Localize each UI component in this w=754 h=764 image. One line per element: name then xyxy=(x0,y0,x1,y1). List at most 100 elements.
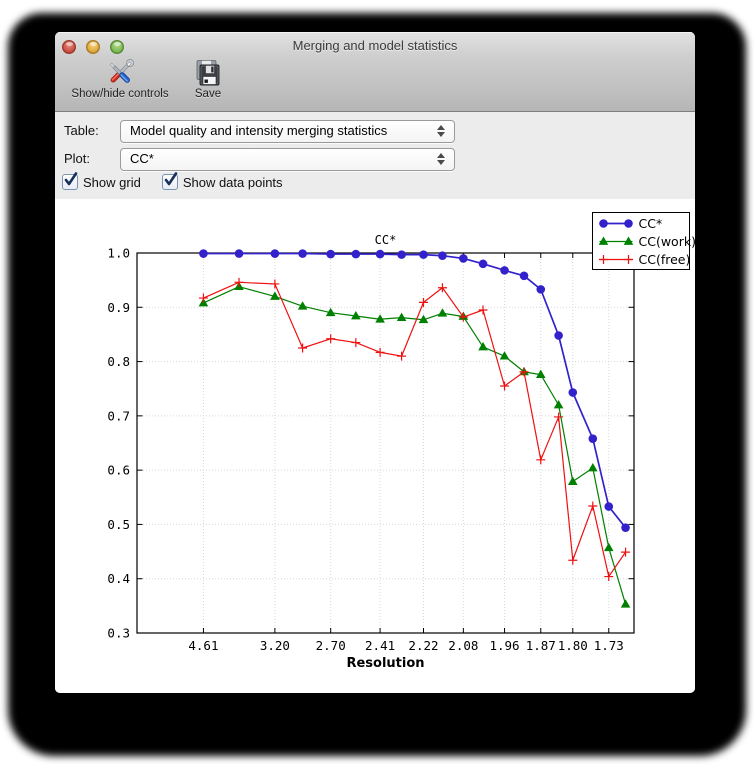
data-point-marker xyxy=(375,249,385,259)
data-point-marker xyxy=(568,555,578,565)
svg-text:2.70: 2.70 xyxy=(316,638,346,653)
table-select[interactable]: Model quality and intensity merging stat… xyxy=(120,120,455,143)
series-cc-free- xyxy=(198,277,631,582)
legend-entry-label: CC* xyxy=(639,216,663,231)
svg-text:4.61: 4.61 xyxy=(188,638,218,653)
show-data-points-checkbox-group: Show data points xyxy=(161,172,283,190)
stepper-arrows-icon xyxy=(437,152,446,166)
show-grid-checkbox[interactable] xyxy=(62,172,78,190)
svg-text:0.8: 0.8 xyxy=(107,354,130,369)
data-point-marker xyxy=(519,271,529,281)
data-point-marker xyxy=(599,255,608,264)
data-point-marker xyxy=(500,266,509,275)
data-point-marker xyxy=(270,291,280,300)
data-point-marker xyxy=(270,279,280,289)
toolbar: Show/hide controls Save xyxy=(65,57,233,102)
app-window: Merging and model statistics xyxy=(55,32,695,693)
data-point-marker xyxy=(554,412,564,422)
data-point-marker xyxy=(396,312,407,321)
chart-canvas: 4.61 3.20 2.70 2.41 2.22 2.08 1.96 1.87 1.80 1.73… xyxy=(107,212,695,671)
table-label: Table: xyxy=(64,123,99,138)
svg-text:2.08: 2.08 xyxy=(448,638,478,653)
data-point-marker xyxy=(234,249,244,258)
data-point-marker xyxy=(568,388,578,397)
data-point-marker xyxy=(375,347,385,357)
data-point-marker xyxy=(620,599,631,608)
data-point-marker xyxy=(588,462,598,472)
svg-text:2.41: 2.41 xyxy=(365,638,395,653)
data-point-marker xyxy=(603,542,614,552)
window-title: Merging and model statistics xyxy=(292,38,458,53)
data-point-marker xyxy=(298,343,308,353)
save-icon xyxy=(196,60,220,86)
table-select-value: Model quality and intensity merging stat… xyxy=(130,123,388,138)
data-point-marker xyxy=(478,259,488,269)
show-hide-controls-button[interactable]: Show/hide controls xyxy=(65,57,175,102)
legend-entry-label: CC(free) xyxy=(639,252,691,267)
show-grid-label: Show grid xyxy=(83,174,141,190)
data-point-marker xyxy=(351,338,361,348)
data-point-marker xyxy=(588,434,598,443)
data-point-marker xyxy=(598,236,609,245)
zoom-button[interactable] xyxy=(110,40,124,54)
svg-text:2.22: 2.22 xyxy=(408,638,438,653)
data-point-marker xyxy=(567,476,578,485)
x-axis-label: Resolution xyxy=(346,656,424,671)
data-point-marker xyxy=(397,250,406,259)
svg-text:1.87: 1.87 xyxy=(526,638,556,653)
data-point-marker xyxy=(397,351,407,361)
svg-text:0.3: 0.3 xyxy=(107,626,130,641)
svg-text:1.73: 1.73 xyxy=(594,638,624,653)
chart-title: CC* xyxy=(375,233,397,247)
svg-text:1.96: 1.96 xyxy=(489,638,519,653)
plot-frame xyxy=(136,252,635,634)
minimize-button[interactable] xyxy=(86,40,100,54)
data-point-marker xyxy=(199,249,208,258)
data-point-marker xyxy=(437,308,448,317)
data-point-marker xyxy=(621,547,631,557)
data-point-marker xyxy=(438,251,447,261)
data-point-marker xyxy=(326,249,335,259)
series-cc-work- xyxy=(198,281,631,608)
data-point-marker xyxy=(478,305,488,315)
data-point-marker xyxy=(500,381,510,391)
data-point-marker xyxy=(553,400,564,409)
data-point-marker xyxy=(298,249,307,258)
plot-select-value: CC* xyxy=(130,151,154,166)
svg-text:0.9: 0.9 xyxy=(107,300,130,315)
data-point-marker xyxy=(297,301,308,310)
plot-label: Plot: xyxy=(64,151,91,166)
toolbar-item-label: Save xyxy=(194,88,222,100)
show-grid-checkbox-group: Show grid xyxy=(62,172,141,190)
data-point-marker xyxy=(588,501,598,511)
close-button[interactable] xyxy=(62,40,76,54)
data-point-marker xyxy=(624,255,633,264)
data-point-marker xyxy=(604,572,614,582)
svg-text:1.80: 1.80 xyxy=(558,638,588,653)
data-point-marker xyxy=(599,219,608,228)
axis-tick-labels: 4.61 3.20 2.70 2.41 2.22 2.08 1.96 1.87 1.80 1.73… xyxy=(107,246,623,654)
data-point-marker xyxy=(536,455,546,465)
show-data-points-checkbox[interactable] xyxy=(161,172,178,190)
data-point-marker xyxy=(604,502,614,511)
data-point-marker xyxy=(375,314,385,323)
chart-legend: CC* CC(work) CC(free) xyxy=(592,212,695,270)
axis-ticks xyxy=(137,252,634,634)
data-point-marker xyxy=(418,314,429,324)
chart-area: 4.61 3.20 2.70 2.41 2.22 2.08 1.96 1.87 1.80 1.73… xyxy=(55,199,695,693)
data-point-marker xyxy=(198,293,208,303)
data-point-marker xyxy=(624,219,633,228)
data-point-marker xyxy=(458,312,468,322)
toolbar-item-label: Show/hide controls xyxy=(71,88,169,100)
series-cc- xyxy=(199,249,630,532)
data-point-marker xyxy=(418,297,428,307)
svg-text:0.4: 0.4 xyxy=(107,571,130,586)
save-button[interactable]: Save xyxy=(183,57,233,102)
data-point-marker xyxy=(419,250,428,259)
plot-select[interactable]: CC* xyxy=(120,148,455,171)
svg-text:3.20: 3.20 xyxy=(260,638,290,653)
data-point-marker xyxy=(351,249,361,259)
data-point-marker xyxy=(234,277,244,287)
data-point-marker xyxy=(623,236,634,245)
svg-text:0.5: 0.5 xyxy=(107,517,130,532)
